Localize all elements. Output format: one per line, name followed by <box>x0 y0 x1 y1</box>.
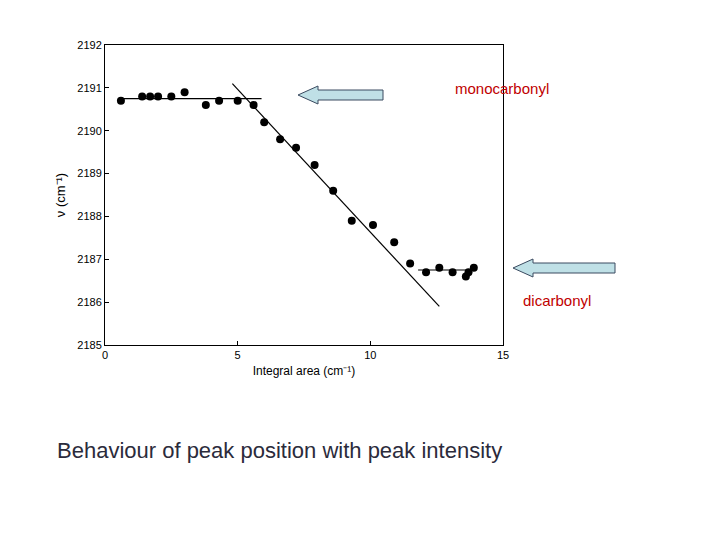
svg-text:0: 0 <box>102 349 108 361</box>
svg-text:2187: 2187 <box>77 253 101 265</box>
svg-text:ν (cm⁻¹): ν (cm⁻¹) <box>53 173 68 217</box>
svg-text:15: 15 <box>497 349 509 361</box>
svg-text:2185: 2185 <box>77 339 101 351</box>
svg-text:2191: 2191 <box>77 82 101 94</box>
svg-text:5: 5 <box>235 349 241 361</box>
svg-text:2188: 2188 <box>77 210 101 222</box>
svg-text:2190: 2190 <box>77 125 101 137</box>
svg-text:monocarbonyl: monocarbonyl <box>455 80 549 97</box>
svg-text:10: 10 <box>364 349 376 361</box>
svg-text:dicarbonyl: dicarbonyl <box>523 292 591 309</box>
svg-text:2189: 2189 <box>77 167 101 179</box>
svg-text:2186: 2186 <box>77 296 101 308</box>
svg-text:2192: 2192 <box>77 39 101 51</box>
svg-text:Behaviour of peak position wit: Behaviour of peak position with peak int… <box>57 438 502 463</box>
svg-text:Integral area (cm⁻¹): Integral area (cm⁻¹) <box>253 364 356 378</box>
